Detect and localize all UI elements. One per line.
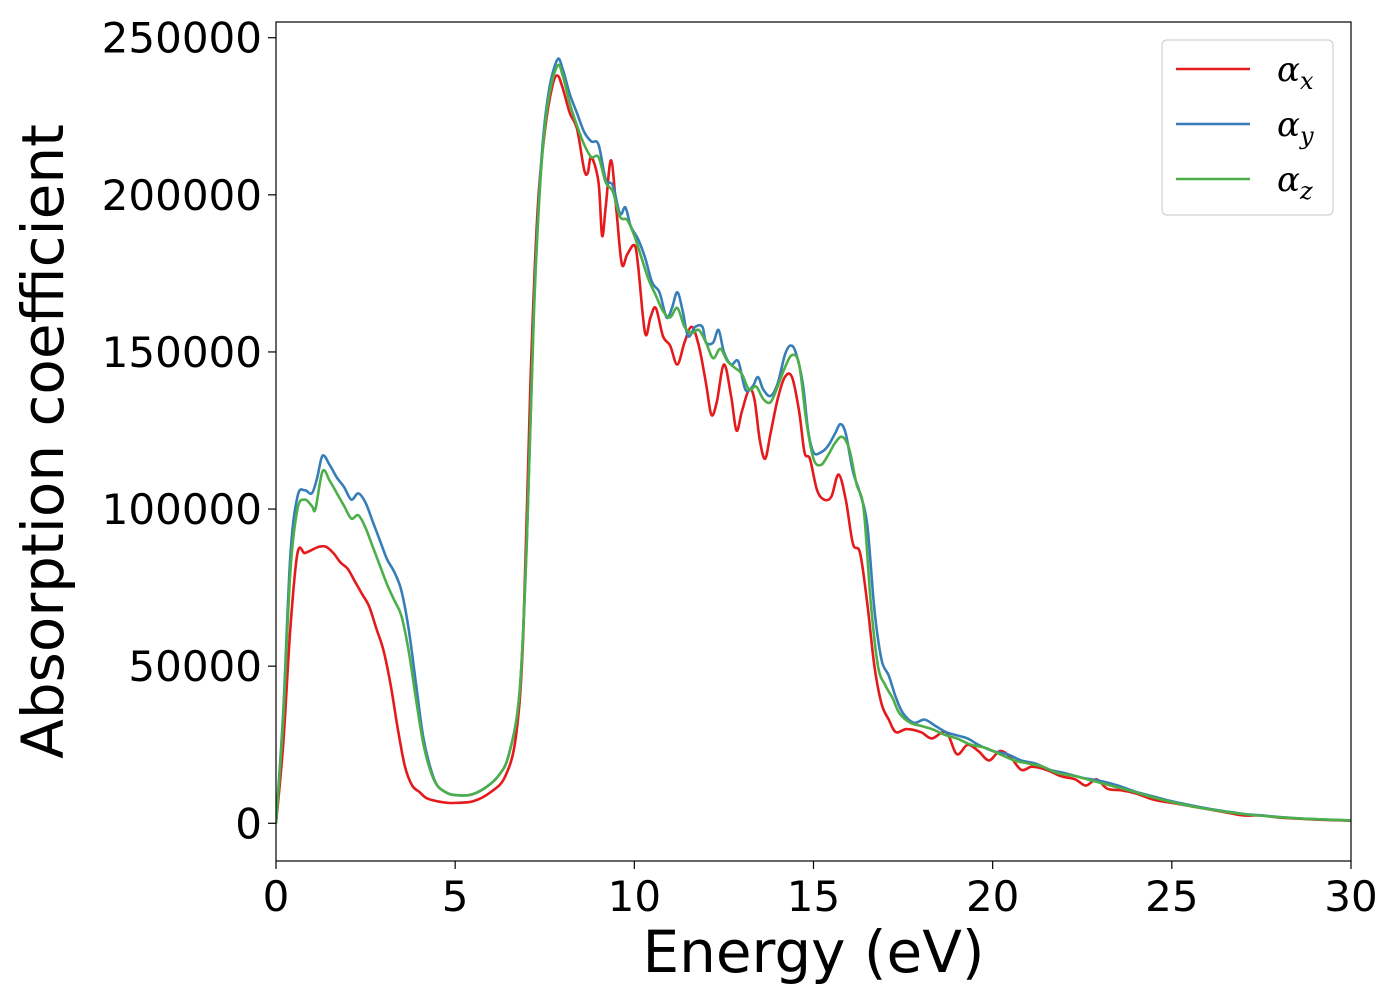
x-tick-label: 20 bbox=[966, 872, 1019, 921]
y-tick-label: 150000 bbox=[102, 328, 262, 377]
x-tick-label: 10 bbox=[608, 872, 661, 921]
x-tick-label: 25 bbox=[1145, 872, 1198, 921]
legend-box bbox=[1161, 39, 1334, 216]
series-line-alpha-y bbox=[276, 57, 1351, 824]
y-axis-label: Absorption coefficient bbox=[9, 124, 77, 759]
x-tick-label: 5 bbox=[442, 872, 469, 921]
series-line-alpha-x bbox=[276, 74, 1351, 824]
y-tick-label: 50000 bbox=[128, 642, 262, 691]
series-line-alpha-z bbox=[276, 63, 1351, 824]
y-tick-label: 200000 bbox=[102, 171, 262, 220]
y-tick-label: 250000 bbox=[102, 14, 262, 63]
series-layer bbox=[276, 57, 1351, 824]
x-tick-label: 30 bbox=[1324, 872, 1377, 921]
y-axis-ticks: 0 50000 100000 150000 200000 250000 bbox=[102, 14, 276, 848]
x-axis-label: Energy (eV) bbox=[642, 918, 984, 986]
y-tick-label: 0 bbox=[235, 799, 262, 848]
x-axis-ticks: 0 5 10 15 20 25 30 bbox=[263, 861, 1378, 921]
x-tick-label: 0 bbox=[263, 872, 290, 921]
y-tick-label: 100000 bbox=[102, 485, 262, 534]
x-tick-label: 15 bbox=[787, 872, 840, 921]
